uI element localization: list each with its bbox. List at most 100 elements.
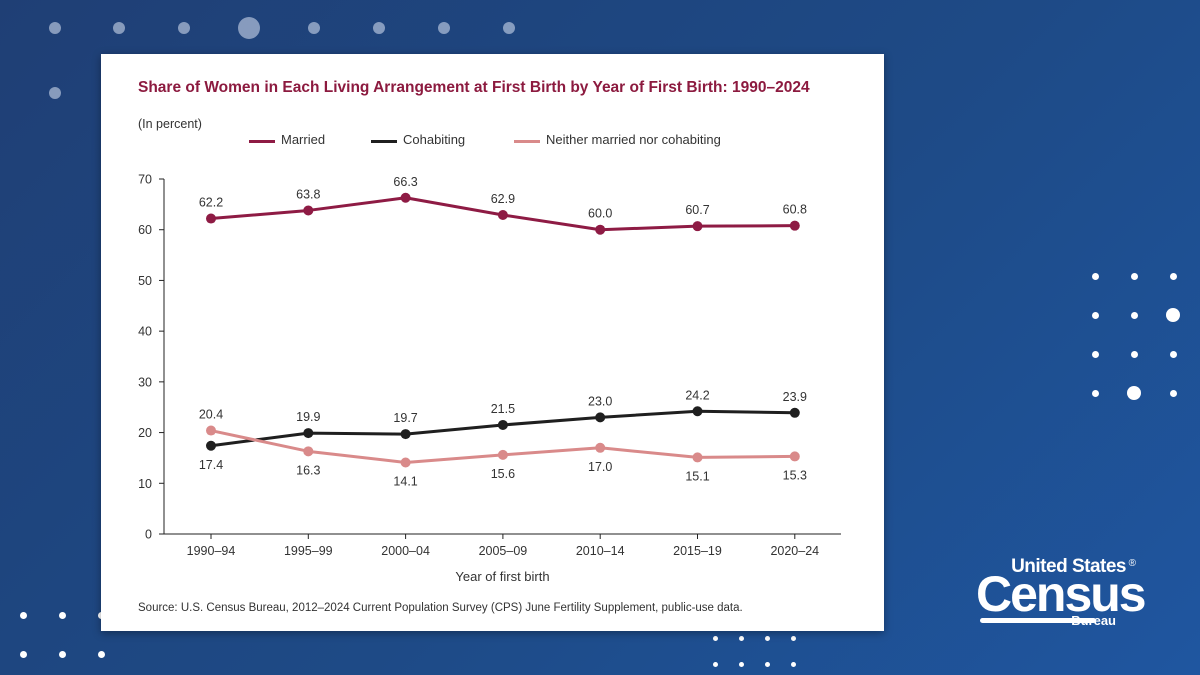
- married-data-label: 62.2: [199, 196, 223, 210]
- married-point: [400, 192, 411, 203]
- decorative-dot: [238, 17, 260, 39]
- decorative-dot: [790, 635, 796, 641]
- neither-point: [789, 451, 800, 462]
- chart-card: Share of Women in Each Living Arrangemen…: [101, 54, 884, 631]
- married-data-label: 62.9: [491, 192, 515, 206]
- logo-census: Census: [976, 566, 1147, 622]
- decorative-dot: [113, 22, 125, 34]
- decorative-dot: [49, 22, 61, 34]
- decorative-dot: [1130, 311, 1138, 319]
- logo-united-states: United States: [1011, 556, 1126, 577]
- decorative-dot: [712, 661, 718, 667]
- decorative-dot: [738, 661, 744, 667]
- decorative-dot: [1091, 350, 1099, 358]
- x-tick-label: 1995–99: [284, 544, 333, 558]
- decorative-dot: [790, 661, 796, 667]
- decorative-dot: [49, 87, 61, 99]
- decorative-dot: [1130, 350, 1138, 358]
- y-tick-label: 0: [145, 528, 152, 542]
- cohabiting-point: [400, 429, 411, 440]
- neither-data-label: 16.3: [296, 463, 320, 477]
- married-data-label: 63.8: [296, 187, 320, 201]
- x-axis-title: Year of first birth: [455, 569, 549, 584]
- decorative-dot: [19, 611, 27, 619]
- logo-underline: [980, 618, 1096, 623]
- decorative-dot: [438, 22, 450, 34]
- x-tick-label: 2010–14: [576, 544, 625, 558]
- logo-bureau: Bureau: [1071, 613, 1116, 628]
- decorative-dot: [178, 22, 190, 34]
- x-tick-label: 2015–19: [673, 544, 722, 558]
- decorative-dot: [738, 635, 744, 641]
- neither-point: [206, 425, 216, 436]
- line-chart: 0 10 20 30 40 50 60 70 1990–94 1995–99 2000–04 2005…: [138, 173, 841, 584]
- cohabiting-point: [789, 407, 800, 418]
- legend-label: Neither married nor cohabiting: [546, 132, 721, 147]
- legend-swatch: [371, 140, 397, 143]
- legend-swatch: [249, 140, 275, 143]
- logo-registered-mark: ®: [1128, 558, 1136, 569]
- chart-subtitle: (In percent): [138, 117, 202, 131]
- decorative-dot: [1169, 350, 1177, 358]
- decorative-dot: [764, 661, 770, 667]
- census-bureau-logo: United States ® Census Bureau: [972, 556, 1162, 632]
- x-tick-label: 1990–94: [187, 544, 236, 558]
- source-note: Source: U.S. Census Bureau, 2012–2024 Cu…: [138, 602, 743, 614]
- neither-data-label: 20.4: [199, 408, 223, 422]
- decorative-dot: [764, 635, 770, 641]
- cohabiting-data-label: 21.5: [491, 402, 515, 416]
- decorative-dot: [1166, 308, 1180, 322]
- decorative-dot: [503, 22, 515, 34]
- neither-data-label: 17.0: [588, 460, 612, 474]
- y-tick-label: 10: [138, 477, 152, 491]
- neither-point: [303, 446, 314, 457]
- neither-data-label: 14.1: [393, 474, 417, 488]
- decorative-dot: [19, 650, 27, 658]
- married-data-label: 60.7: [685, 203, 709, 217]
- cohabiting-point: [595, 412, 606, 423]
- legend-label: Cohabiting: [403, 132, 466, 147]
- decorative-dot: [1169, 272, 1177, 280]
- decorative-dot: [58, 611, 66, 619]
- married-data-label: 60.0: [588, 207, 612, 221]
- neither-point: [497, 449, 508, 460]
- neither-data-label: 15.3: [783, 468, 807, 482]
- cohabiting-point: [692, 406, 703, 417]
- cohabiting-point: [497, 419, 508, 430]
- y-tick-label: 40: [138, 325, 152, 339]
- decorative-dot: [1130, 272, 1138, 280]
- x-tick-label: 2005–09: [479, 544, 528, 558]
- x-tick-label: 2020–24: [770, 544, 819, 558]
- y-tick-label: 50: [138, 274, 152, 288]
- cohabiting-data-label: 19.7: [393, 411, 417, 425]
- neither-data-label: 15.1: [685, 469, 709, 483]
- decorative-dot: [1127, 386, 1141, 400]
- x-tick-label: 2000–04: [381, 544, 430, 558]
- y-tick-label: 20: [138, 426, 152, 440]
- chart-title: Share of Women in Each Living Arrangemen…: [138, 79, 810, 96]
- decorative-dot: [712, 635, 718, 641]
- married-point: [206, 213, 216, 224]
- cohabiting-data-label: 24.2: [685, 388, 709, 402]
- married-data-label: 60.8: [783, 203, 807, 217]
- cohabiting-data-label: 19.9: [296, 410, 320, 424]
- decorative-dot: [1169, 389, 1177, 397]
- cohabiting-data-label: 23.9: [783, 390, 807, 404]
- cohabiting-data-label: 17.4: [199, 458, 223, 472]
- cohabiting-point: [303, 428, 314, 439]
- decorative-dot: [97, 650, 105, 658]
- y-tick-label: 30: [138, 375, 152, 389]
- legend-swatch: [514, 140, 540, 143]
- cohabiting-point: [206, 440, 216, 451]
- neither-point: [400, 457, 411, 468]
- neither-data-label: 15.6: [491, 467, 515, 481]
- married-point: [497, 210, 508, 221]
- married-point: [789, 220, 800, 231]
- y-tick-label: 60: [138, 223, 152, 237]
- y-tick-label: 70: [138, 173, 152, 187]
- decorative-dot: [1091, 272, 1099, 280]
- neither-point: [595, 442, 606, 453]
- legend-label: Married: [281, 132, 326, 147]
- decorative-dot: [1091, 311, 1099, 319]
- cohabiting-data-label: 23.0: [588, 394, 612, 408]
